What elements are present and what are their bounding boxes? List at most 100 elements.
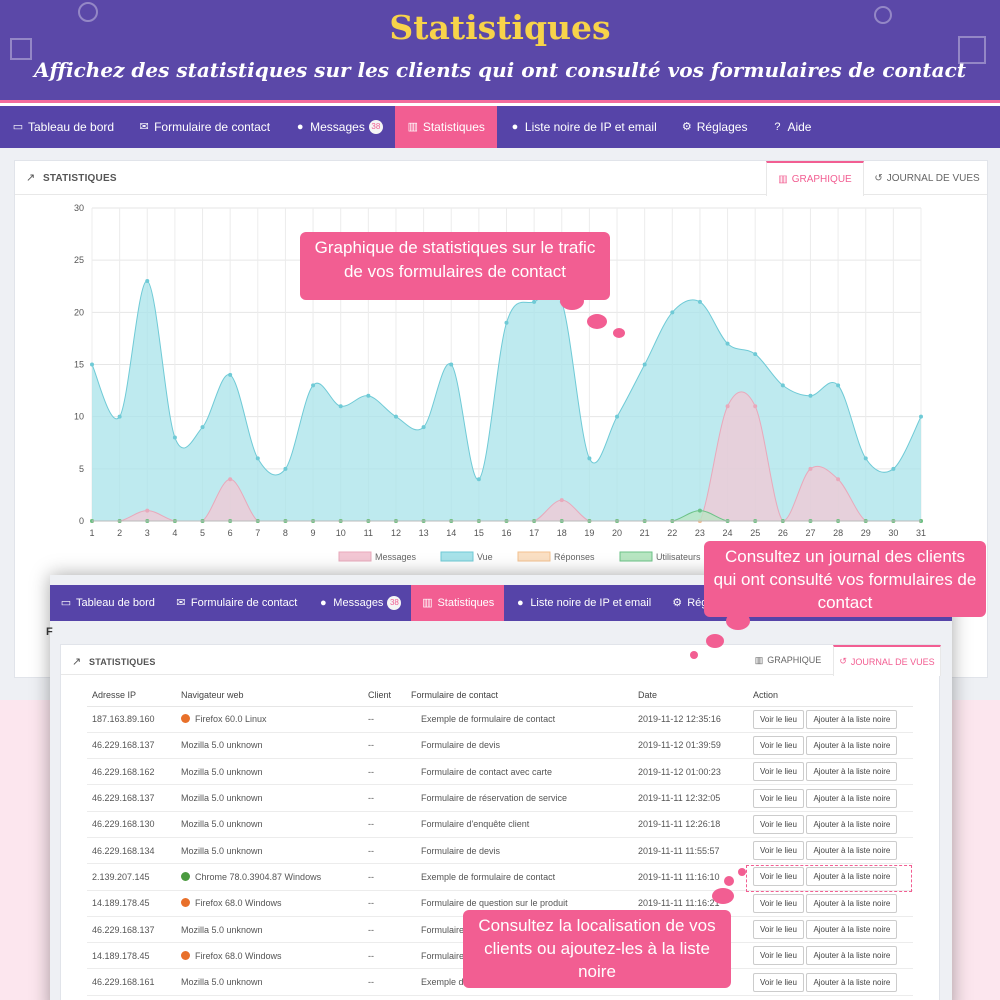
view-location-button[interactable]: Voir le lieu [753,814,804,834]
chrome-icon [181,871,190,881]
column-header-form: Formulaire de contact [406,684,633,707]
add-to-blacklist-button[interactable]: Ajouter à la liste noire [806,867,898,887]
panel-header: ↗ STATISTIQUES ▥ GRAPHIQUE ↺ JOURNAL DE VU… [61,645,941,676]
tab-view-log[interactable]: ↺ JOURNAL DE VUES [865,161,989,195]
browser-label: Chrome 78.0.3904.87 Windows [195,871,322,882]
cell-form: Formulaire d'enquête client [406,811,633,838]
browser-label: Mozilla 5.0 unknown [181,740,263,751]
view-location-button[interactable]: Voir le lieu [753,709,804,729]
browser-label: Mozilla 5.0 unknown [181,793,263,804]
cell-client: -- [363,784,406,812]
cell-form: Exemple de formulaire de contact [406,706,633,733]
nav-item-label: Liste noire de IP et email [530,597,652,609]
nav-item-label: Tableau de bord [76,597,155,609]
nav-item-statistics[interactable]: ▥ Statistiques [394,106,497,148]
nav-item-dashboard[interactable]: ▭ Tableau de bord [50,585,165,621]
envelope-icon: ✉ [176,597,186,609]
browser-label: Mozilla 5.0 unknown [181,819,263,830]
question-icon: ? [774,121,781,133]
view-location-button[interactable]: Voir le lieu [753,867,804,887]
table-row: 187.163.89.160 Firefox 60.0 Linux -- Exempl… [87,706,913,733]
location-callout: Consultez la localisation de vos clients… [463,910,731,988]
cell-date: 2019-11-12 01:39:59 [633,732,748,760]
firefox-icon [181,950,190,960]
nav-item-label: Formulaire de contact [190,597,298,609]
view-location-button[interactable]: Voir le lieu [753,972,804,992]
column-header-ip: Adresse IP [87,684,176,707]
line-chart-icon: ↗ [26,172,36,184]
nav-item-label: Messages [310,120,365,134]
tab-view-log[interactable]: ↺ JOURNAL DE VUES [833,645,941,676]
page-subtitle: Affichez des statistiques sur les client… [33,58,967,82]
user-block-icon: ● [511,121,519,133]
cell-form: Formulaire de devis [406,732,633,760]
cell-action: Voir le lieu Ajouter à la liste noire [748,863,913,891]
nav-item-messages[interactable]: ● Messages 38 [307,585,411,621]
view-location-button[interactable]: Voir le lieu [753,893,804,913]
cell-action: Voir le lieu Ajouter à la liste noire [748,706,913,733]
browser-label: Firefox 60.0 Linux [195,714,267,725]
view-location-button[interactable]: Voir le lieu [753,920,804,940]
table-row: 46.229.168.130 Mozilla 5.0 unknown -- Formu… [87,811,913,838]
nav-item-label: Formulaire de contact [154,120,271,134]
cell-ip: 14.189.178.45 [87,890,176,917]
add-to-blacklist-button[interactable]: Ajouter à la liste noire [806,920,898,940]
cell-browser: Mozilla 5.0 unknown [176,811,363,838]
add-to-blacklist-button[interactable]: Ajouter à la liste noire [806,788,898,808]
cell-client: -- [363,758,406,786]
monitor-icon: ▭ [12,121,24,133]
browser-label: Mozilla 5.0 unknown [181,766,263,777]
cell-client: -- [363,942,406,970]
cell-date: 2019-11-11 12:26:18 [633,811,748,838]
add-to-blacklist-button[interactable]: Ajouter à la liste noire [806,735,898,755]
cell-form: Formulaire de contact avec carte [406,758,633,786]
table-header-row: Adresse IP Navigateur web Client Formula… [87,684,913,707]
cell-action: Voir le lieu Ajouter à la liste noire [748,942,913,970]
nav-item-contact-form[interactable]: ✉ Formulaire de contact [126,106,282,148]
add-to-blacklist-button[interactable]: Ajouter à la liste noire [806,709,898,729]
cell-action: Voir le lieu Ajouter à la liste noire [748,732,913,760]
add-to-blacklist-button[interactable]: Ajouter à la liste noire [806,841,898,861]
bar-chart-icon: ▥ [778,174,788,185]
view-location-button[interactable]: Voir le lieu [753,762,804,782]
firefox-icon [181,898,190,908]
add-to-blacklist-button[interactable]: Ajouter à la liste noire [806,814,898,834]
column-header-date: Date [633,684,748,707]
cell-action: Voir le lieu Ajouter à la liste noire [748,837,913,865]
browser-label: Mozilla 5.0 unknown [181,977,263,988]
view-location-button[interactable]: Voir le lieu [753,788,804,808]
add-to-blacklist-button[interactable]: Ajouter à la liste noire [806,893,898,913]
cell-client: -- [363,916,406,944]
nav-item-blacklist[interactable]: ● Liste noire de IP et email [504,585,661,621]
tab-chart[interactable]: ▥ GRAPHIQUE [766,161,864,196]
table-row: 46.229.168.137 Mozilla 5.0 unknown -- Formu… [87,784,913,812]
add-to-blacklist-button[interactable]: Ajouter à la liste noire [806,972,898,992]
cell-browser: Firefox 60.0 Linux [176,706,363,733]
comments-icon: ● [296,121,304,133]
cell-date: 2019-11-12 12:35:16 [633,706,748,733]
nav-item-blacklist[interactable]: ● Liste noire de IP et email [497,106,669,148]
view-location-button[interactable]: Voir le lieu [753,841,804,861]
page-fragment-text: F [46,626,53,638]
add-to-blacklist-button[interactable]: Ajouter à la liste noire [806,762,898,782]
table-row: 2.139.207.145 Chrome 78.0.3904.87 Windows… [87,863,913,891]
tab-chart[interactable]: ▥ GRAPHIQUE [743,645,833,675]
view-location-button[interactable]: Voir le lieu [753,946,804,966]
firefox-icon [181,714,190,724]
browser-label: Mozilla 5.0 unknown [181,845,263,856]
cell-date: 2019-11-11 12:32:05 [633,784,748,812]
nav-item-statistics[interactable]: ▥ Statistiques [411,585,505,621]
nav-item-help[interactable]: ? Aide [759,106,823,148]
cell-browser: Mozilla 5.0 unknown [176,968,363,996]
nav-item-messages[interactable]: ● Messages 38 [282,106,395,148]
nav-item-dashboard[interactable]: ▭ Tableau de bord [0,106,126,148]
cell-client: -- [363,837,406,865]
view-location-button[interactable]: Voir le lieu [753,735,804,755]
add-to-blacklist-button[interactable]: Ajouter à la liste noire [806,946,898,966]
nav-item-contact-form[interactable]: ✉ Formulaire de contact [165,585,307,621]
tab-label: GRAPHIQUE [791,174,852,185]
nav-item-label: Liste noire de IP et email [524,120,657,134]
panel-title: STATISTIQUES [89,657,156,667]
nav-item-settings[interactable]: ⚙ Réglages [669,106,760,148]
decor-circle-shape [874,6,892,24]
